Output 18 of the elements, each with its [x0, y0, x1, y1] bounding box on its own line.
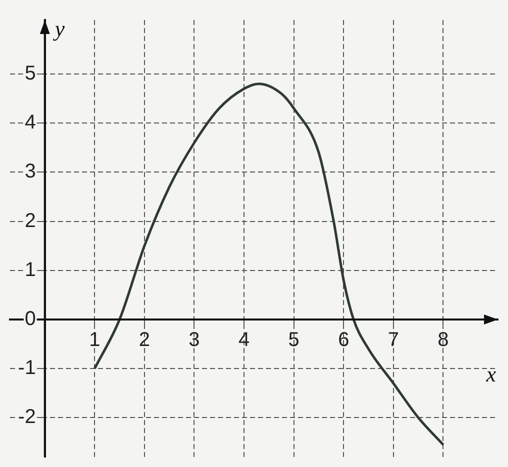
y-tick-label: 4 — [24, 112, 36, 134]
y-axis-title: y — [52, 16, 65, 41]
x-tick-label: 6 — [338, 329, 350, 352]
y-tick-label: 1 — [24, 258, 36, 281]
y-tick-label: 5 — [24, 62, 36, 85]
y-tick-label: 0 — [24, 308, 36, 330]
x-tick-label: 8 — [438, 329, 449, 352]
x-tick-label: 3 — [188, 329, 200, 352]
y-tick-label: -1 — [18, 357, 36, 380]
y-tick-label: 3 — [24, 160, 36, 183]
y-tick-label: -2 — [18, 406, 36, 428]
x-tick-label: 4 — [238, 329, 250, 352]
x-axis-title: x — [485, 361, 496, 386]
x-tick-label: 2 — [138, 329, 150, 352]
x-tick-label: 1 — [89, 329, 100, 352]
x-tick-label: 5 — [288, 329, 300, 352]
x-tick-label: 7 — [388, 329, 399, 352]
y-tick-label: 2 — [24, 210, 36, 232]
